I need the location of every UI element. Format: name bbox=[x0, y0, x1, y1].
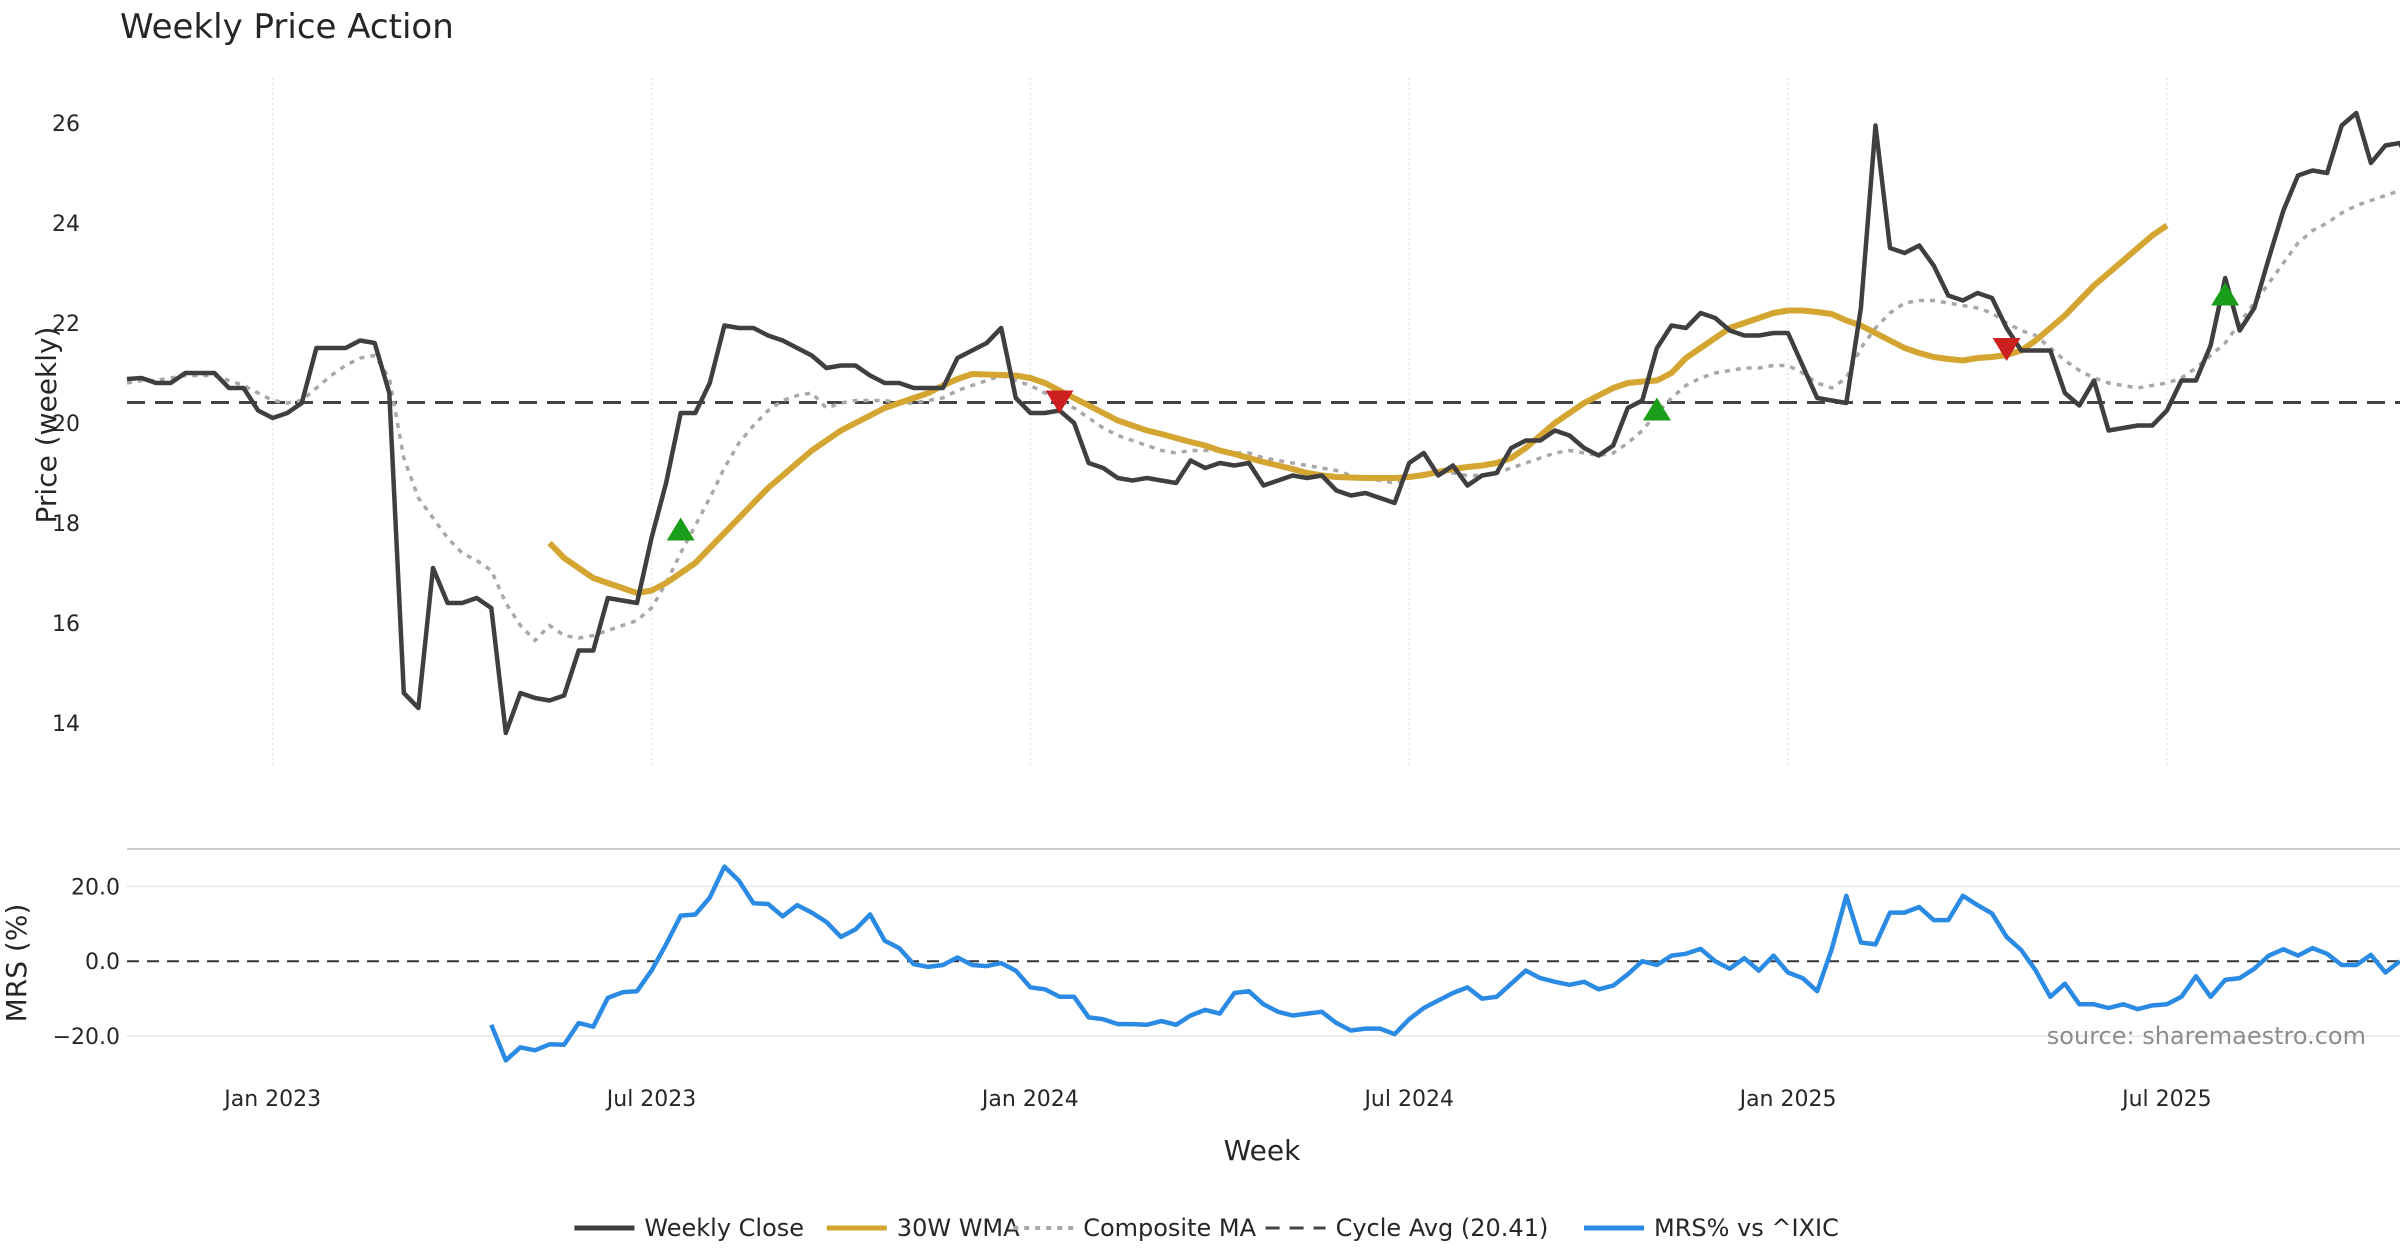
weekly-close-line bbox=[126, 110, 2400, 736]
price-y-axis-label: Price (weekly) bbox=[30, 327, 63, 524]
x-tick-label: Jan 2024 bbox=[980, 1087, 1079, 1112]
mrs-line bbox=[489, 864, 2400, 1063]
x-tick-label: Jan 2025 bbox=[1738, 1087, 1837, 1112]
chart-title: Weekly Price Action bbox=[120, 7, 454, 47]
x-axis-label: Week bbox=[1224, 1134, 1301, 1167]
mrs-y-tick-label: 20.0 bbox=[71, 875, 120, 900]
mrs-y-tick-label: 0.0 bbox=[85, 950, 120, 975]
price-y-tick-label: 16 bbox=[52, 612, 80, 637]
signal-markers bbox=[666, 282, 2240, 541]
x-axis-ticks: Jan 2023 Jul 2023 Jan 2024 Jul 2024 Jan 2025… bbox=[222, 1087, 2211, 1112]
price-panel: 14 16 18 20 22 24 26 Price (weekly) bbox=[30, 78, 2400, 768]
legend-item: 30W WMA bbox=[826, 1214, 1020, 1242]
price-y-tick-label: 26 bbox=[52, 112, 80, 137]
mrs-gridlines bbox=[127, 885, 2400, 1037]
mrs-panel: 20.0 0.0 −20.0 MRS (%) source: sharemaestr… bbox=[0, 848, 2400, 1063]
buy-signal-marker bbox=[666, 517, 695, 541]
price-y-tick-label: 14 bbox=[52, 712, 80, 737]
price-gridlines bbox=[271, 78, 2168, 768]
legend-label: Composite MA bbox=[1083, 1214, 1256, 1242]
price-y-tick-label: 18 bbox=[52, 512, 80, 537]
source-credit: source: sharemaestro.com bbox=[2047, 1022, 2366, 1050]
legend: Weekly Close 30W WMA Composite MA Cycle Avg… bbox=[574, 1214, 1839, 1242]
sell-signal-marker bbox=[1992, 338, 2021, 361]
price-y-ticks: 14 16 18 20 22 24 26 bbox=[52, 112, 80, 737]
x-tick-label: Jul 2024 bbox=[1362, 1087, 1454, 1112]
mrs-y-axis-label: MRS (%) bbox=[0, 904, 33, 1023]
buy-signal-marker bbox=[2211, 282, 2240, 306]
mrs-y-ticks: 20.0 0.0 −20.0 bbox=[53, 875, 120, 1050]
legend-label: Weekly Close bbox=[644, 1214, 804, 1242]
buy-signal-marker bbox=[1642, 397, 1671, 421]
wma-30w-line bbox=[547, 223, 2169, 596]
mrs-y-tick-label: −20.0 bbox=[53, 1025, 120, 1050]
price-y-tick-label: 24 bbox=[52, 212, 80, 237]
legend-label: 30W WMA bbox=[897, 1214, 1020, 1242]
x-tick-label: Jan 2023 bbox=[222, 1087, 321, 1112]
legend-item: Composite MA bbox=[1013, 1214, 1257, 1242]
x-tick-label: Jul 2023 bbox=[605, 1087, 697, 1112]
price-y-tick-label: 20 bbox=[52, 412, 80, 437]
price-y-tick-label: 22 bbox=[52, 312, 80, 337]
legend-label: Cycle Avg (20.41) bbox=[1336, 1214, 1549, 1242]
legend-item: MRS% vs ^IXIC bbox=[1584, 1214, 1839, 1242]
x-tick-label: Jul 2025 bbox=[2120, 1087, 2212, 1112]
legend-label: MRS% vs ^IXIC bbox=[1654, 1214, 1839, 1242]
legend-item: Cycle Avg (20.41) bbox=[1265, 1214, 1549, 1242]
sell-signal-marker bbox=[1045, 390, 1074, 414]
composite-ma-line bbox=[126, 188, 2400, 644]
legend-item: Weekly Close bbox=[574, 1214, 804, 1242]
